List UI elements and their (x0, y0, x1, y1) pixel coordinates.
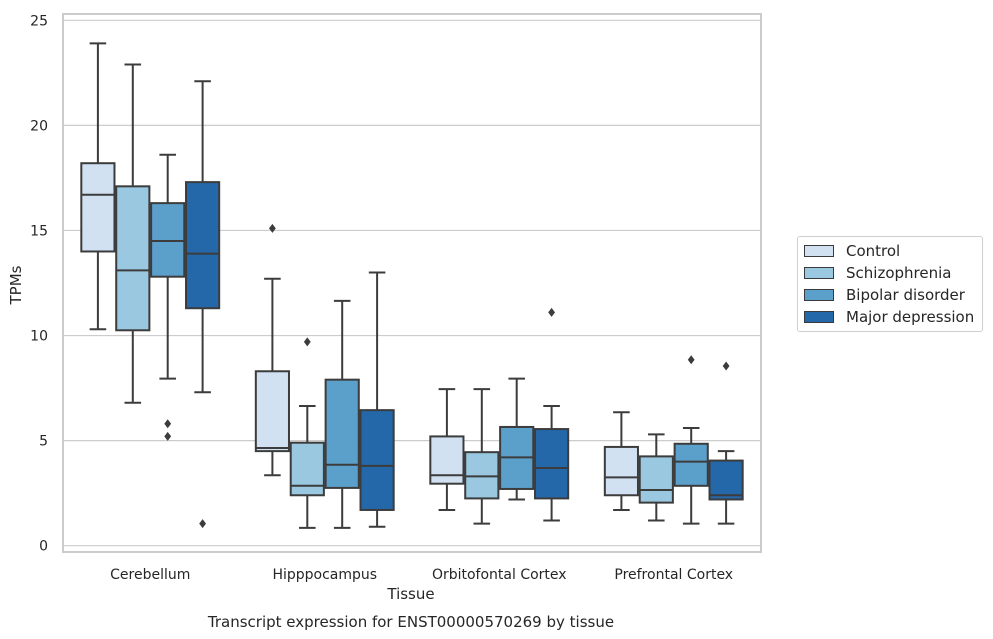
legend-item-schizophrenia: Schizophrenia (804, 263, 951, 283)
legend-label: Bipolar disorder (846, 286, 965, 304)
legend-swatch-bipolar-disorder (804, 289, 834, 301)
legend-item-control: Control (804, 241, 900, 261)
legend-label: Major depression (846, 308, 975, 326)
outlier-point (303, 337, 311, 347)
outlier-point (164, 431, 172, 441)
legend-item-major-depression: Major depression (804, 307, 974, 327)
y-tick-label: 20 (30, 118, 48, 134)
box-control (254, 223, 290, 477)
box-bipolar-disorder (150, 153, 186, 441)
legend-label: Control (846, 242, 901, 260)
x-axis-label: Tissue (386, 585, 434, 603)
legend-item-bipolar-disorder: Bipolar disorder (804, 285, 965, 305)
box-body (289, 441, 325, 497)
outlier-point (548, 307, 555, 317)
box-major-depression (534, 307, 570, 522)
box-body (603, 445, 639, 497)
legend: Control Schizophrenia Bipolar disorder M… (797, 236, 983, 332)
box-body (150, 202, 186, 278)
legend-swatch-major-depression (804, 311, 834, 323)
plot-border (62, 13, 762, 553)
box-body (359, 409, 395, 511)
outlier-point (722, 361, 730, 371)
box-schizophrenia (638, 433, 674, 522)
box-schizophrenia (464, 388, 500, 525)
box-bipolar-disorder (324, 299, 360, 529)
box-body (638, 455, 674, 504)
box-body (185, 181, 221, 310)
legend-swatch-control (804, 245, 834, 257)
box-body (464, 451, 500, 500)
legend-swatch-schizophrenia (804, 267, 834, 279)
y-tick-labels: 0 5 10 15 20 25 (30, 13, 48, 554)
box-major-depression (708, 361, 744, 525)
box-schizophrenia (289, 337, 325, 529)
box-control (80, 42, 116, 331)
y-tick-label: 10 (30, 329, 48, 345)
box-body (534, 428, 570, 500)
box-control (429, 388, 465, 511)
box-body (115, 185, 151, 332)
box-body (429, 435, 465, 485)
chart-title: Transcript expression for ENST0000057026… (207, 613, 614, 631)
y-tick-label: 5 (39, 434, 48, 450)
x-tick-label: Orbitofontal Cortex (432, 567, 567, 583)
x-tick-label: Cerebellum (110, 567, 190, 583)
x-tick-labels: Cerebellum Hipppocampus Orbitofontal Corte… (110, 567, 733, 583)
outlier-point (269, 223, 276, 233)
outlier-point (199, 519, 206, 529)
box-body (80, 162, 116, 253)
y-tick-label: 25 (30, 13, 48, 29)
box-control (603, 411, 639, 511)
y-axis-label: TPMs (7, 265, 25, 305)
outlier-point (164, 419, 172, 429)
x-tick-label: Prefrontal Cortex (614, 567, 733, 583)
outlier-point (687, 355, 695, 365)
x-tick-label: Hipppocampus (272, 567, 377, 583)
box-bipolar-disorder (499, 377, 535, 501)
box-bipolar-disorder (673, 355, 709, 525)
box-schizophrenia (115, 63, 151, 404)
box-body (673, 442, 709, 487)
box-body (254, 370, 290, 453)
box-series (80, 42, 744, 529)
y-tick-label: 15 (30, 223, 48, 239)
legend-label: Schizophrenia (846, 264, 952, 282)
plot-area-frame (62, 13, 762, 553)
box-body (324, 378, 360, 489)
box-major-depression (185, 80, 221, 529)
box-major-depression (359, 271, 395, 528)
y-tick-label: 0 (39, 539, 48, 555)
box-body (708, 459, 744, 501)
